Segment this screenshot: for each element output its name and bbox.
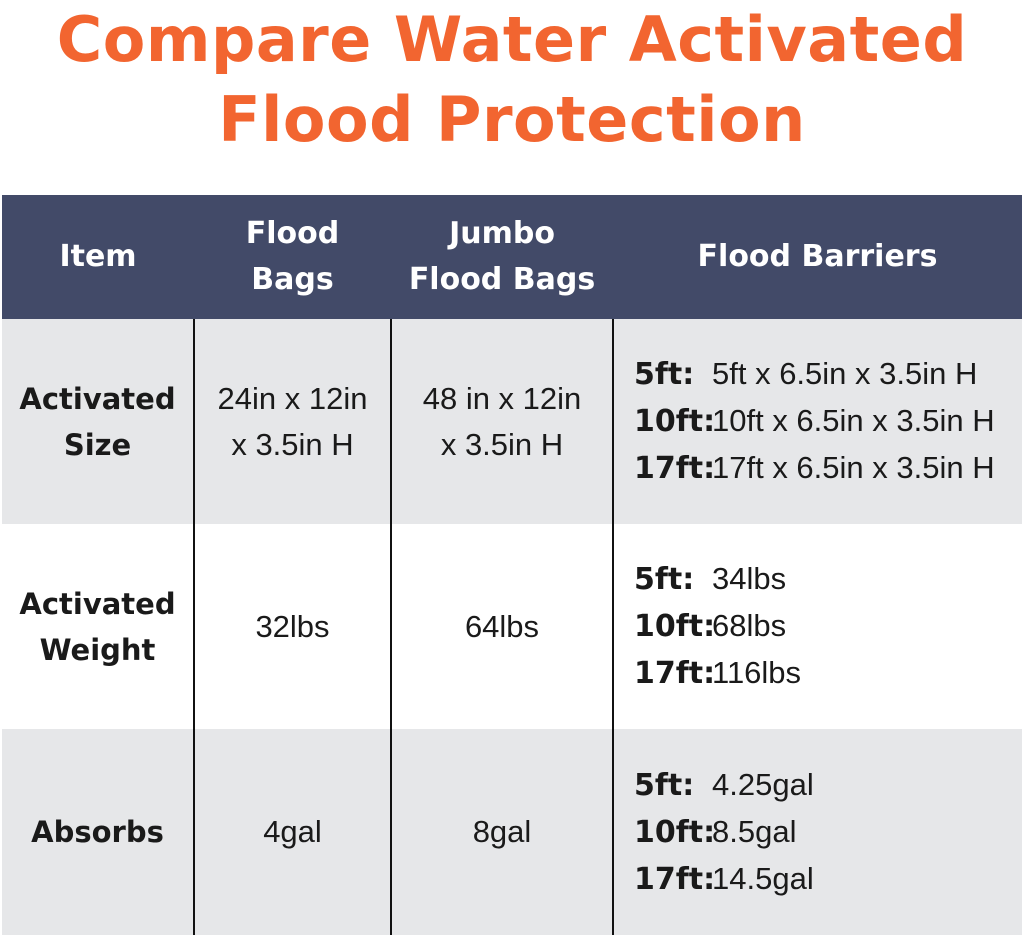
cell-flood-barriers: 5ft: 4.25gal 10ft:8.5gal 17ft:14.5gal xyxy=(612,729,1022,935)
barrier-line: 17ft:116lbs xyxy=(634,655,802,691)
title-line-2: Flood Protection xyxy=(218,83,806,156)
cell-flood-bags: 32lbs xyxy=(193,524,391,729)
barrier-line: 10ft:8.5gal xyxy=(634,813,797,850)
title-line-1: Compare Water Activated xyxy=(56,3,968,76)
barrier-line: 5ft: 4.25gal xyxy=(634,766,814,803)
header-flood-barriers: Flood Barriers xyxy=(613,195,1022,319)
cell-jumbo-flood-bags: 48 in x 12in x 3.5in H xyxy=(390,319,613,524)
cell-jumbo-flood-bags: 8gal xyxy=(390,729,613,935)
header-jumbo-flood-bags: Jumbo Flood Bags xyxy=(391,195,613,319)
cell-jumbo-flood-bags: 64lbs xyxy=(390,524,613,729)
table-row-absorbs: Absorbs 4gal 8gal 5ft: 4.25gal 10ft:8.5ga… xyxy=(2,729,1022,935)
cell-flood-bags: 24in x 12in x 3.5in H xyxy=(193,319,391,524)
barrier-line: 5ft: 5ft x 6.5in x 3.5in H xyxy=(634,356,978,392)
table-row-activated-size: Activated Size 24in x 12in x 3.5in H 48 … xyxy=(2,319,1022,524)
barrier-line: 10ft:68lbs xyxy=(634,608,787,644)
comparison-table: Item Flood Bags Jumbo Flood Bags Flood B… xyxy=(2,195,1022,935)
header-flood-bags: Flood Bags xyxy=(194,195,391,319)
row-label: Absorbs xyxy=(2,729,194,935)
row-label: Activated Weight xyxy=(2,524,194,729)
barrier-line: 17ft:17ft x 6.5in x 3.5in H xyxy=(634,450,995,486)
header-row: Item Flood Bags Jumbo Flood Bags Flood B… xyxy=(2,195,1022,319)
cell-flood-bags: 4gal xyxy=(193,729,391,935)
row-label: Activated Size xyxy=(2,319,194,524)
page-title: Compare Water Activated Flood Protection xyxy=(0,0,1024,160)
cell-flood-barriers: 5ft: 5ft x 6.5in x 3.5in H 10ft:10ft x 6.… xyxy=(612,319,1022,524)
barrier-line: 10ft:10ft x 6.5in x 3.5in H xyxy=(634,403,995,439)
header-item: Item xyxy=(2,195,194,319)
barrier-line: 5ft: 34lbs xyxy=(634,561,787,597)
cell-flood-barriers: 5ft: 34lbs 10ft:68lbs 17ft:116lbs xyxy=(612,524,1022,729)
table-row-activated-weight: Activated Weight 32lbs 64lbs 5ft: 34lbs 1… xyxy=(2,524,1022,729)
barrier-line: 17ft:14.5gal xyxy=(634,860,814,897)
